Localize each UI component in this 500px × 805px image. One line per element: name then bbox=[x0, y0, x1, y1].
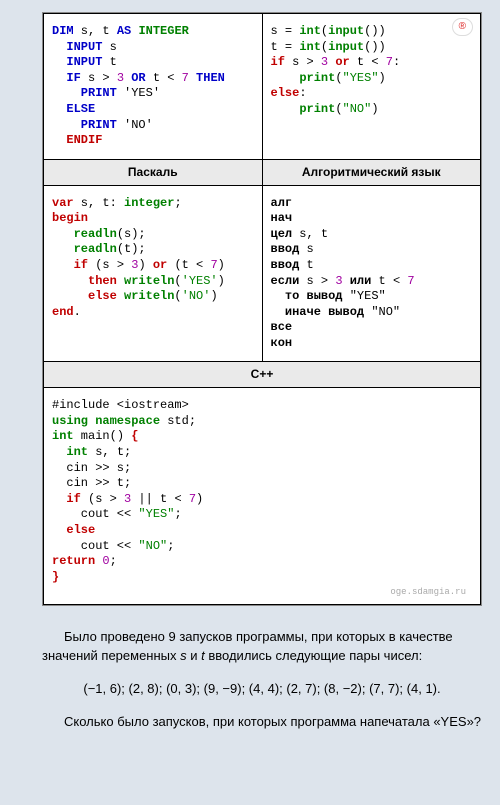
pascal-header: Паскаль bbox=[44, 159, 263, 185]
watermark: oge.sdamgia.ru bbox=[52, 585, 472, 602]
prose-p2: Сколько было запусков, при которых прогр… bbox=[42, 713, 482, 732]
python-cell: s = int(input()) t = int(input()) if s >… bbox=[262, 14, 481, 160]
problem-text: Было проведено 9 запусков программы, при… bbox=[42, 628, 482, 731]
algo-header: Алгоритмический язык bbox=[262, 159, 481, 185]
pascal-cell: var s, t: integer; begin readln(s); read… bbox=[44, 185, 263, 362]
code-card: ® DIM s, t AS INTEGER INPUT s INPUT t IF… bbox=[42, 12, 482, 606]
basic-cell: DIM s, t AS INTEGER INPUT s INPUT t IF s… bbox=[44, 14, 263, 160]
algo-cell: алг нач цел s, t ввод s ввод t если s > … bbox=[262, 185, 481, 362]
cpp-header: C++ bbox=[44, 362, 481, 388]
prose-p1: Было проведено 9 запусков программы, при… bbox=[42, 628, 482, 666]
prose-pairs: (−1, 6); (2, 8); (0, 3); (9, −9); (4, 4)… bbox=[42, 680, 482, 699]
cpp-cell: #include <iostream> using namespace std;… bbox=[44, 388, 481, 605]
code-grid: DIM s, t AS INTEGER INPUT s INPUT t IF s… bbox=[43, 13, 481, 605]
rec-badge: ® bbox=[452, 18, 473, 36]
